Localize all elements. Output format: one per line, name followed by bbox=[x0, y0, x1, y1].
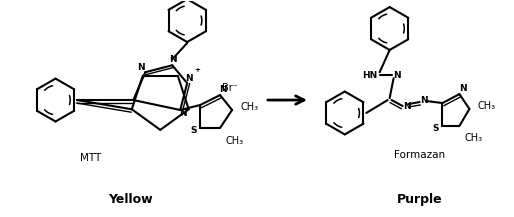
Text: Yellow: Yellow bbox=[108, 193, 153, 206]
Text: N: N bbox=[186, 74, 193, 83]
Text: Br⁻: Br⁻ bbox=[222, 83, 238, 93]
Text: S: S bbox=[190, 126, 196, 135]
Text: N: N bbox=[219, 85, 227, 94]
Text: Purple: Purple bbox=[397, 193, 443, 206]
Text: HN: HN bbox=[362, 71, 378, 80]
Text: MTT: MTT bbox=[80, 153, 101, 163]
Text: N: N bbox=[393, 71, 400, 80]
Text: N: N bbox=[138, 63, 145, 72]
Text: N: N bbox=[458, 84, 466, 93]
Text: CH₃: CH₃ bbox=[225, 136, 243, 146]
Text: CH₃: CH₃ bbox=[240, 102, 258, 112]
Text: N: N bbox=[403, 102, 411, 110]
Text: CH₃: CH₃ bbox=[478, 101, 495, 111]
Text: N: N bbox=[179, 109, 187, 118]
Text: S: S bbox=[432, 124, 439, 133]
Text: CH₃: CH₃ bbox=[465, 133, 483, 143]
Text: N: N bbox=[170, 55, 177, 64]
Text: +: + bbox=[194, 67, 200, 73]
Text: Formazan: Formazan bbox=[394, 150, 445, 160]
Text: N: N bbox=[420, 95, 428, 105]
